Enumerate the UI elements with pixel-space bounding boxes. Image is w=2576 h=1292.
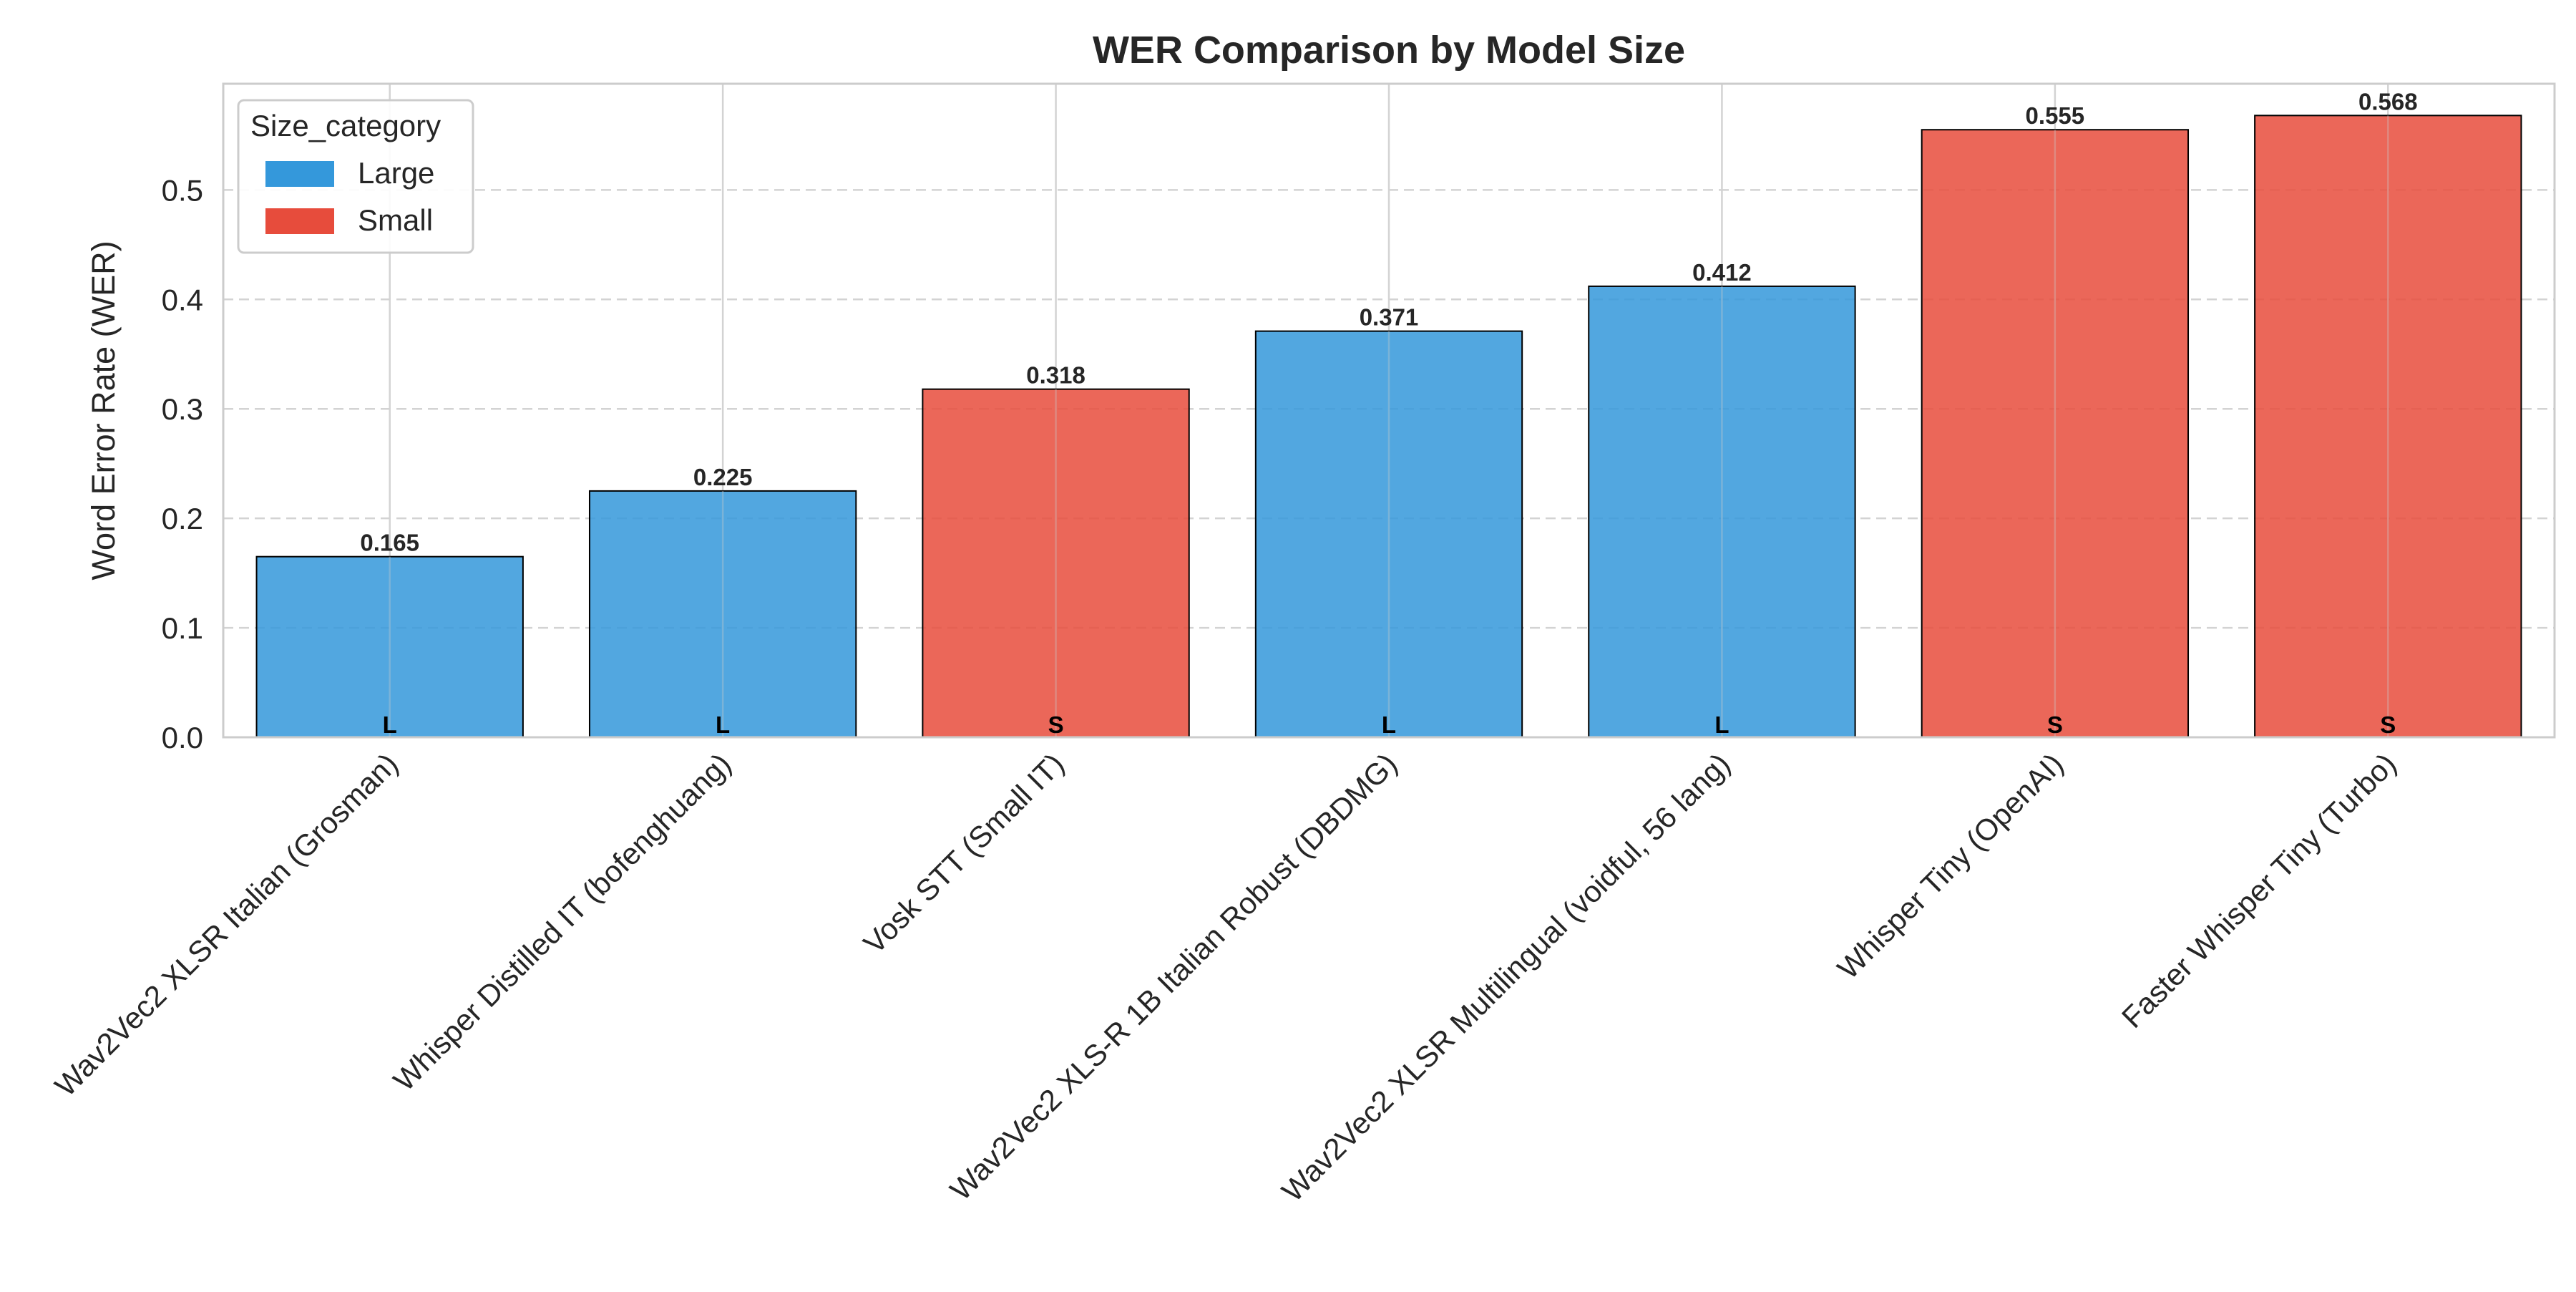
bar	[588, 490, 857, 739]
bar	[1588, 285, 1856, 738]
legend-title: Size_category	[250, 109, 441, 142]
bar-size-code: S	[2047, 711, 2063, 738]
bar-value-label: 0.412	[1692, 259, 1752, 286]
bar-value-label: 0.568	[2358, 88, 2418, 115]
bar-size-code: S	[1048, 711, 1064, 738]
bar	[1254, 330, 1523, 738]
x-tick-label: Faster Whisper Tiny (Turbo)	[2115, 747, 2403, 1034]
y-tick-label: 0.5	[162, 173, 203, 207]
bar	[255, 555, 524, 739]
bar-size-code: L	[383, 711, 397, 738]
bar-value-label: 0.225	[693, 464, 753, 490]
legend-entry-label: Small	[358, 203, 433, 237]
legend-swatch	[265, 208, 334, 234]
bar-size-code: S	[2380, 711, 2396, 738]
bar-size-code: L	[1714, 711, 1729, 738]
axes-frame	[222, 82, 2556, 739]
x-tick-label: Vosk STT (Small IT)	[857, 747, 1070, 960]
bar	[2254, 115, 2522, 738]
y-tick-label: 0.0	[162, 721, 203, 754]
bar-value-label: 0.318	[1026, 362, 1085, 389]
bar-size-code: L	[716, 711, 730, 738]
x-tick-label: Wav2Vec2 XLSR Italian (Grosman)	[48, 747, 404, 1103]
chart-title: WER Comparison by Model Size	[1093, 29, 1685, 72]
x-tick-label: Whisper Distilled IT (bofenghuang)	[387, 747, 738, 1097]
bar-value-label: 0.555	[2026, 102, 2085, 129]
y-tick-label: 0.4	[162, 283, 203, 316]
bar	[922, 388, 1190, 738]
legend-swatch	[265, 161, 334, 187]
y-tick-label: 0.1	[162, 611, 203, 645]
bar-value-label: 0.165	[360, 530, 419, 556]
y-tick-label: 0.3	[162, 392, 203, 426]
x-tick-label: Whisper Tiny (OpenAI)	[1831, 747, 2070, 986]
bar-size-code: L	[1382, 711, 1396, 738]
y-axis-label: Word Error Rate (WER)	[85, 241, 122, 580]
legend-entry-label: Large	[358, 156, 434, 190]
bar	[1921, 129, 2190, 739]
bar-value-label: 0.371	[1360, 304, 1419, 331]
y-tick-label: 0.2	[162, 502, 203, 535]
